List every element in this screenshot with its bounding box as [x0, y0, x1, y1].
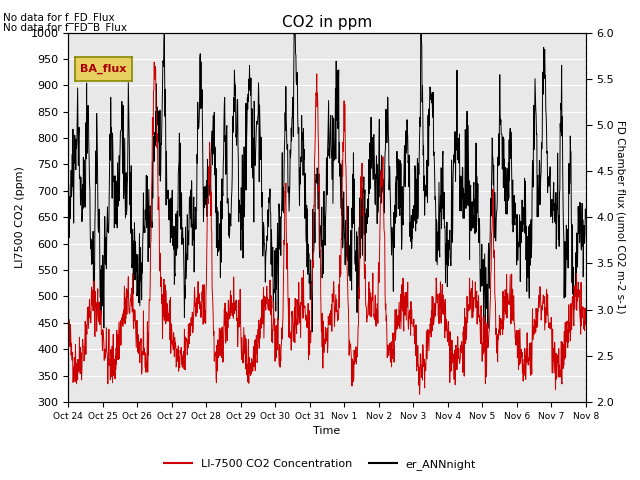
Y-axis label: LI7500 CO2 (ppm): LI7500 CO2 (ppm): [15, 166, 25, 268]
Text: No data for f_FD_Flux: No data for f_FD_Flux: [3, 12, 115, 23]
Text: No data for f_FD_B_Flux: No data for f_FD_B_Flux: [3, 22, 127, 33]
Title: CO2 in ppm: CO2 in ppm: [282, 15, 372, 30]
Text: BA_flux: BA_flux: [80, 63, 127, 74]
Legend: LI-7500 CO2 Concentration, er_ANNnight: LI-7500 CO2 Concentration, er_ANNnight: [160, 455, 480, 474]
X-axis label: Time: Time: [314, 426, 340, 436]
Y-axis label: FD Chamber flux (umol CO2 m-2 s-1): FD Chamber flux (umol CO2 m-2 s-1): [615, 120, 625, 314]
